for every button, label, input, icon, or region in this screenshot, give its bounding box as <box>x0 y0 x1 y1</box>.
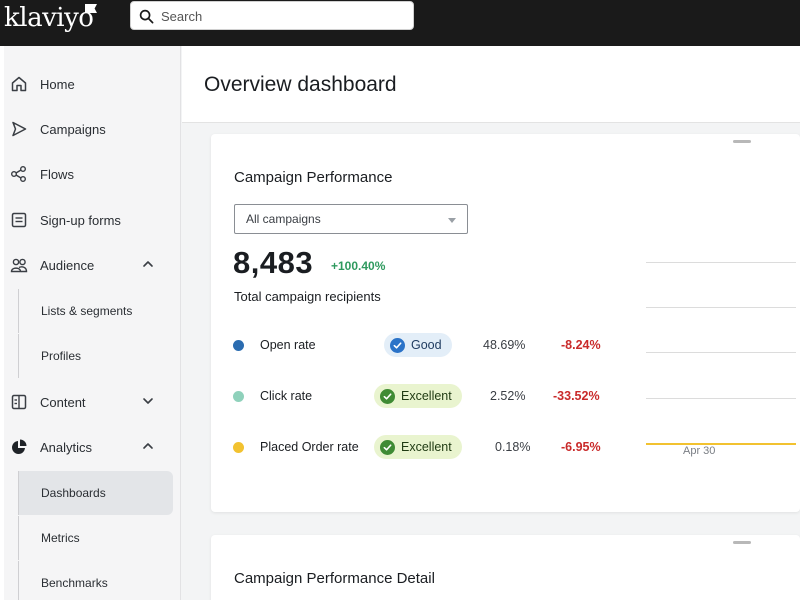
badge-label: Excellent <box>401 389 452 403</box>
check-icon <box>380 439 395 455</box>
logo-flag-icon <box>85 4 97 13</box>
sidebar-item-benchmarks[interactable]: Benchmarks <box>18 561 173 600</box>
metric-value: 2.52% <box>490 389 526 403</box>
chevron-down-icon[interactable] <box>142 395 154 407</box>
drag-handle-icon[interactable] <box>733 541 751 544</box>
flows-icon <box>11 166 26 182</box>
sidebar-item-audience[interactable]: Audience <box>4 243 180 287</box>
metric-delta: -8.24% <box>561 338 601 352</box>
check-icon <box>380 388 395 404</box>
chart-x-tick: Apr 30 <box>683 445 716 457</box>
people-icon <box>10 258 28 273</box>
card-title: Campaign Performance <box>234 169 393 186</box>
sidebar-item-label: Content <box>40 394 86 410</box>
metric-name: Click rate <box>260 389 313 403</box>
campaign-performance-card: Campaign Performance All campaigns 8,483… <box>211 134 800 512</box>
chevron-up-icon[interactable] <box>142 440 154 452</box>
campaign-filter-select[interactable]: All campaigns <box>234 204 468 234</box>
metric-value: 48.69% <box>483 338 526 352</box>
home-icon <box>11 76 27 92</box>
search-icon <box>139 9 154 24</box>
metric-value: 0.18% <box>495 440 531 454</box>
total-recipients-value: 8,483 <box>233 245 314 280</box>
status-badge: Excellent <box>374 435 462 459</box>
sidebar-item-label: Flows <box>40 166 74 182</box>
form-icon <box>11 212 27 228</box>
sidebar-item-analytics[interactable]: Analytics <box>4 425 180 469</box>
sidebar-subitem-label: Benchmarks <box>41 576 108 590</box>
sidebar-subitem-label: Lists & segments <box>41 304 133 318</box>
metric-row-placed-order-rate: Placed Order rate Excellent 0.18% -6.95% <box>211 433 631 463</box>
sidebar-item-metrics[interactable]: Metrics <box>18 516 173 560</box>
campaign-performance-detail-card: Campaign Performance Detail <box>211 535 800 600</box>
status-badge: Good <box>384 333 452 357</box>
sidebar-item-dashboards[interactable]: Dashboards <box>18 471 173 515</box>
badge-label: Good <box>411 338 442 352</box>
chart-gridline <box>646 262 796 263</box>
chart-gridline <box>646 352 796 353</box>
send-icon <box>12 121 27 137</box>
check-icon <box>390 337 405 353</box>
metric-delta: -33.52% <box>553 389 600 403</box>
sidebar-subitem-label: Dashboards <box>41 486 106 500</box>
sidebar-item-label: Audience <box>40 257 95 273</box>
metric-name: Placed Order rate <box>260 440 359 454</box>
sidebar-item-flows[interactable]: Flows <box>4 152 180 196</box>
chart-gridline <box>646 398 796 399</box>
total-recipients-label: Total campaign recipients <box>234 289 381 304</box>
content-icon <box>11 394 27 410</box>
sidebar-item-content[interactable]: Content <box>4 380 180 424</box>
search-box[interactable] <box>130 1 414 30</box>
sidebar-item-profiles[interactable]: Profiles <box>18 334 173 378</box>
series-dot <box>233 442 244 453</box>
sidebar-item-home[interactable]: Home <box>4 62 180 106</box>
sidebar-item-lists-segments[interactable]: Lists & segments <box>18 289 173 333</box>
page-title: Overview dashboard <box>204 73 397 96</box>
brand-logo[interactable]: klaviyo <box>4 3 94 33</box>
sidebar-item-label: Campaigns <box>40 121 106 137</box>
chevron-up-icon[interactable] <box>142 258 154 270</box>
search-input[interactable] <box>161 6 401 26</box>
sidebar-item-campaigns[interactable]: Campaigns <box>4 107 180 151</box>
badge-label: Excellent <box>401 440 452 454</box>
metric-name: Open rate <box>260 338 316 352</box>
card-title: Campaign Performance Detail <box>234 570 435 587</box>
chart-series-line <box>646 443 796 445</box>
sidebar-item-label: Analytics <box>40 439 93 455</box>
page-header: Overview dashboard <box>182 46 800 123</box>
sidebar-subitem-label: Profiles <box>41 349 82 363</box>
drag-handle-icon[interactable] <box>733 140 751 143</box>
total-recipients-delta: +100.40% <box>331 259 386 273</box>
metric-row-click-rate: Click rate Excellent 2.52% -33.52% <box>211 382 631 412</box>
sidebar-item-label: Sign-up forms <box>40 212 121 228</box>
sidebar-edge <box>0 46 4 600</box>
metric-delta: -6.95% <box>561 440 601 454</box>
sidebar-item-signup-forms[interactable]: Sign-up forms <box>4 198 180 242</box>
status-badge: Excellent <box>374 384 462 408</box>
pie-chart-icon <box>12 439 27 454</box>
sidebar-subitem-label: Metrics <box>41 531 80 545</box>
select-value: All campaigns <box>246 212 321 226</box>
chart-gridline <box>646 307 796 308</box>
top-bar: klaviyo <box>0 0 800 46</box>
sidebar-item-label: Home <box>40 76 75 92</box>
metric-row-open-rate: Open rate Good 48.69% -8.24% <box>211 331 631 361</box>
caret-down-icon <box>448 218 456 223</box>
series-dot <box>233 340 244 351</box>
series-dot <box>233 391 244 402</box>
